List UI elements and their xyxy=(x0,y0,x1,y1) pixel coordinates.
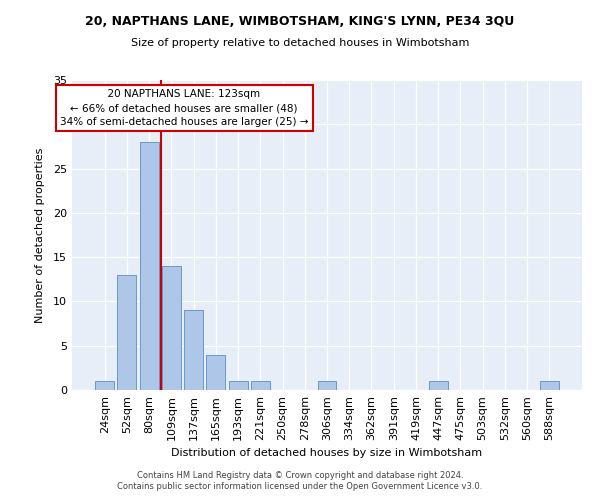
Bar xyxy=(118,275,136,390)
Bar xyxy=(317,381,337,390)
Bar xyxy=(206,354,225,390)
X-axis label: Distribution of detached houses by size in Wimbotsham: Distribution of detached houses by size … xyxy=(172,448,482,458)
Text: Size of property relative to detached houses in Wimbotsham: Size of property relative to detached ho… xyxy=(131,38,469,48)
Bar xyxy=(229,381,248,390)
Bar xyxy=(140,142,158,390)
Text: Contains public sector information licensed under the Open Government Licence v3: Contains public sector information licen… xyxy=(118,482,482,491)
Bar xyxy=(184,310,203,390)
Text: 20 NAPTHANS LANE: 123sqm  
← 66% of detached houses are smaller (48)
34% of semi: 20 NAPTHANS LANE: 123sqm ← 66% of detach… xyxy=(60,90,308,128)
Bar xyxy=(540,381,559,390)
Bar xyxy=(95,381,114,390)
Y-axis label: Number of detached properties: Number of detached properties xyxy=(35,148,44,322)
Text: Contains HM Land Registry data © Crown copyright and database right 2024.: Contains HM Land Registry data © Crown c… xyxy=(137,471,463,480)
Bar xyxy=(162,266,181,390)
Bar xyxy=(429,381,448,390)
Bar xyxy=(251,381,270,390)
Text: 20, NAPTHANS LANE, WIMBOTSHAM, KING'S LYNN, PE34 3QU: 20, NAPTHANS LANE, WIMBOTSHAM, KING'S LY… xyxy=(85,15,515,28)
